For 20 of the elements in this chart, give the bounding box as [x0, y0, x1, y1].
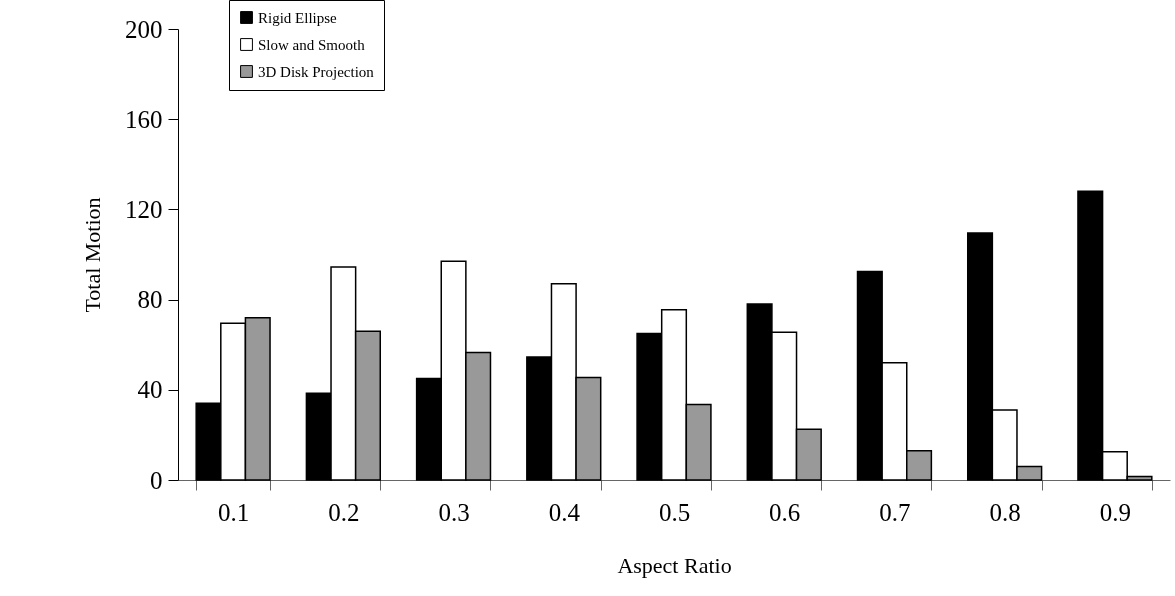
x-tick-label: 0.6 — [769, 498, 801, 526]
x-tick-label: 0.9 — [1099, 498, 1132, 526]
y-tick-label: 80 — [137, 286, 163, 314]
y-axis-title: Total Motion — [80, 197, 105, 313]
x-tick-label: 0.5 — [658, 498, 691, 526]
x-tick-label: 0.8 — [989, 498, 1021, 526]
y-tick-label: 40 — [137, 376, 163, 404]
legend-label: 3D Disk Projection — [258, 63, 375, 80]
x-tick-label: 0.1 — [217, 498, 250, 526]
y-tick-label: 160 — [125, 105, 163, 133]
y-tick-label: 0 — [150, 466, 163, 494]
x-tick-label: 0.2 — [328, 498, 360, 526]
x-tick-label: 0.3 — [438, 498, 470, 526]
x-tick-label: 0.7 — [879, 498, 911, 526]
x-tick-label: 0.4 — [548, 498, 581, 526]
legend-label: Slow and Smooth — [258, 36, 366, 53]
y-tick-label: 200 — [125, 15, 163, 43]
legend-label: Rigid Ellipse — [258, 9, 338, 26]
y-tick-label: 120 — [125, 195, 163, 223]
x-axis-title: Aspect Ratio — [617, 552, 732, 578]
